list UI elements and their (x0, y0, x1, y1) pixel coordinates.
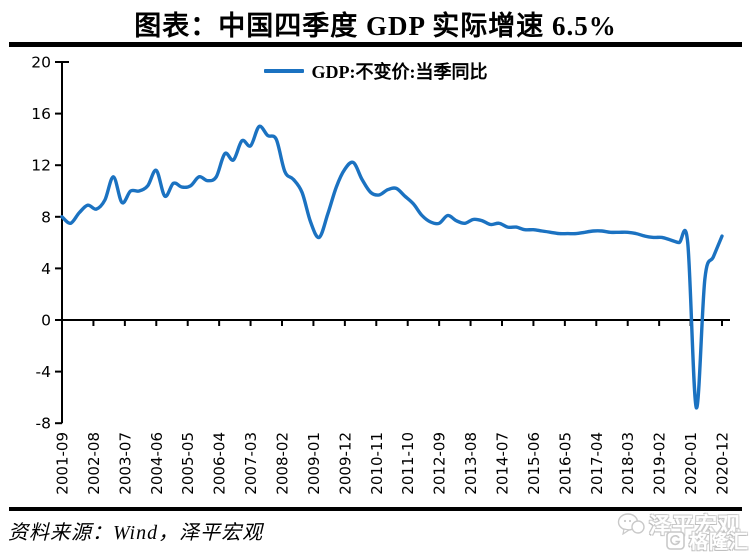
y-tick-label: -8 (36, 415, 51, 433)
x-tick-label: 2013-08 (462, 432, 480, 495)
y-tick-label: 12 (31, 157, 51, 175)
x-tick-label: 2020-01 (682, 432, 700, 495)
y-tick-label: 0 (41, 312, 51, 330)
x-tick-label: 2004-06 (148, 432, 166, 495)
watermark-brand-text: 泽平宏观 (648, 513, 741, 538)
y-tick-label: 16 (31, 105, 51, 123)
chat-bubbles-icon (617, 513, 645, 535)
brand-watermark: 泽平宏观 格隆汇 (603, 505, 751, 558)
x-tick-label: 2007-03 (242, 432, 260, 495)
x-tick-label: 2009-01 (305, 432, 323, 495)
x-tick-label: 2016-05 (556, 432, 574, 495)
chart-legend: GDP:不变价:当季同比 (0, 58, 751, 84)
gdp-line-series (60, 124, 724, 410)
zeping-watermark-row: 泽平宏观 (617, 508, 741, 540)
x-tick-label: 2014-07 (494, 432, 512, 495)
x-tick-label: 2010-11 (368, 432, 386, 495)
legend-line-swatch (263, 69, 304, 73)
page-title: 图表：中国四季度 GDP 实际增速 6.5% (134, 11, 617, 41)
y-tick-label: 4 (41, 260, 51, 278)
x-tick-label: 2003-07 (116, 432, 134, 495)
y-tick-label: -4 (36, 363, 51, 381)
top-divider (9, 42, 742, 47)
x-tick-label: 2001-09 (54, 432, 72, 495)
x-tick-label: 2009-12 (336, 432, 354, 495)
x-tick-label: 2015-06 (525, 432, 543, 495)
watermark-overlay-text: 格隆汇 (688, 532, 749, 553)
x-tick-label: 2020-12 (714, 432, 732, 495)
x-tick-label: 2011-10 (399, 432, 417, 495)
bottom-divider (9, 507, 742, 511)
y-tick-label: 20 (31, 54, 51, 72)
legend-label: GDP:不变价:当季同比 (311, 62, 488, 82)
x-tick-label: 2012-09 (431, 432, 449, 495)
x-tick-label: 2002-08 (85, 432, 103, 495)
x-tick-label: 2019-02 (651, 432, 669, 495)
gelonghui-watermark-row: 格隆汇 (666, 527, 749, 554)
x-tick-label: 2017-04 (588, 432, 606, 495)
source-note: 资料来源：Wind，泽平宏观 (8, 522, 264, 544)
x-tick-label: 2008-02 (274, 432, 292, 495)
y-tick-label: 8 (41, 208, 51, 226)
x-tick-label: 2018-03 (619, 432, 637, 495)
gelonghui-logo-icon (666, 531, 685, 550)
x-tick-label: 2005-05 (179, 432, 197, 495)
x-tick-label: 2006-04 (211, 432, 229, 495)
